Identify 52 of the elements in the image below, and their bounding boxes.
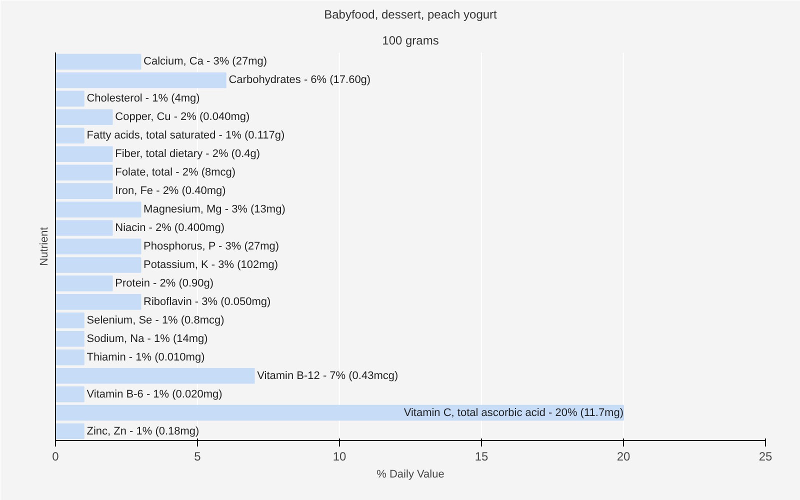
y-tick-label: Phosphorus, P - 3% (27mg) xyxy=(144,240,280,252)
y-tick-label: Sodium, Na - 1% (14mg) xyxy=(86,332,208,345)
bar xyxy=(56,164,113,180)
y-tick-label: Calcium, Ca - 3% (27mg) xyxy=(144,56,268,68)
y-tick-label: Magnesium, Mg - 3% (13mg) xyxy=(144,204,286,216)
bar xyxy=(56,368,255,384)
y-tick-label: Carbohydrates - 6% (17.60g) xyxy=(228,74,371,86)
chart-subtitle: 100 grams xyxy=(382,34,439,48)
y-tick-label: Folate, total - 2% (8mcg) xyxy=(115,166,236,179)
y-axis-title: Nutrient xyxy=(38,227,50,266)
y-tick-label: Copper, Cu - 2% (0.040mg) xyxy=(115,111,250,124)
x-tick-label: 20 xyxy=(616,450,630,464)
bar xyxy=(56,220,113,236)
bar xyxy=(56,128,84,144)
bar xyxy=(56,202,142,218)
y-tick-label: Fiber, total dietary - 2% (0.4g) xyxy=(115,148,260,160)
bar xyxy=(56,312,84,328)
bar xyxy=(56,109,113,126)
bar xyxy=(56,404,624,421)
y-tick-label: Vitamin C, total ascorbic acid - 20% (11.7mg) xyxy=(404,406,624,419)
bar xyxy=(56,183,113,199)
y-tick-label: Selenium, Se - 1% (0.8mcg) xyxy=(86,314,224,326)
bar xyxy=(56,276,113,292)
y-tick-label: Protein - 2% (0.90g) xyxy=(115,277,214,290)
y-tick-label: Iron, Fe - 2% (0.40mg) xyxy=(115,185,226,198)
y-tick-label: Riboflavin - 3% (0.050mg) xyxy=(144,296,271,308)
bar xyxy=(56,423,84,440)
chart-title: Babyfood, dessert, peach yogurt xyxy=(324,8,498,22)
y-tick-label: Potassium, K - 3% (102mg) xyxy=(144,258,278,271)
x-axis-title: % Daily Value xyxy=(376,468,444,480)
y-tick-label: Zinc, Zn - 1% (0.18mg) xyxy=(86,425,200,438)
x-tick-label: 10 xyxy=(332,450,346,464)
x-tick-label: 15 xyxy=(474,450,488,464)
y-tick-label: Vitamin B-6 - 1% (0.020mg) xyxy=(86,388,222,400)
y-tick-label: Vitamin B-12 - 7% (0.43mcg) xyxy=(257,370,398,382)
x-tick-label: 0 xyxy=(52,450,60,464)
bar xyxy=(56,238,142,254)
bar xyxy=(56,349,84,366)
y-tick-label: Cholesterol - 1% (4mg) xyxy=(86,92,200,105)
y-tick-label: Fatty acids, total saturated - 1% (0.117g) xyxy=(86,130,285,142)
bar xyxy=(56,72,226,88)
bar xyxy=(56,294,142,310)
bar xyxy=(56,386,84,402)
bar xyxy=(56,257,142,273)
bar xyxy=(56,54,142,70)
x-tick-label: 5 xyxy=(194,450,202,464)
y-tick-label: Thiamin - 1% (0.010mg) xyxy=(86,351,205,364)
bar xyxy=(56,330,84,347)
y-tick-label: Niacin - 2% (0.400mg) xyxy=(115,222,225,234)
bar xyxy=(56,90,84,107)
x-tick-label: 25 xyxy=(758,450,772,464)
bar xyxy=(56,146,113,162)
